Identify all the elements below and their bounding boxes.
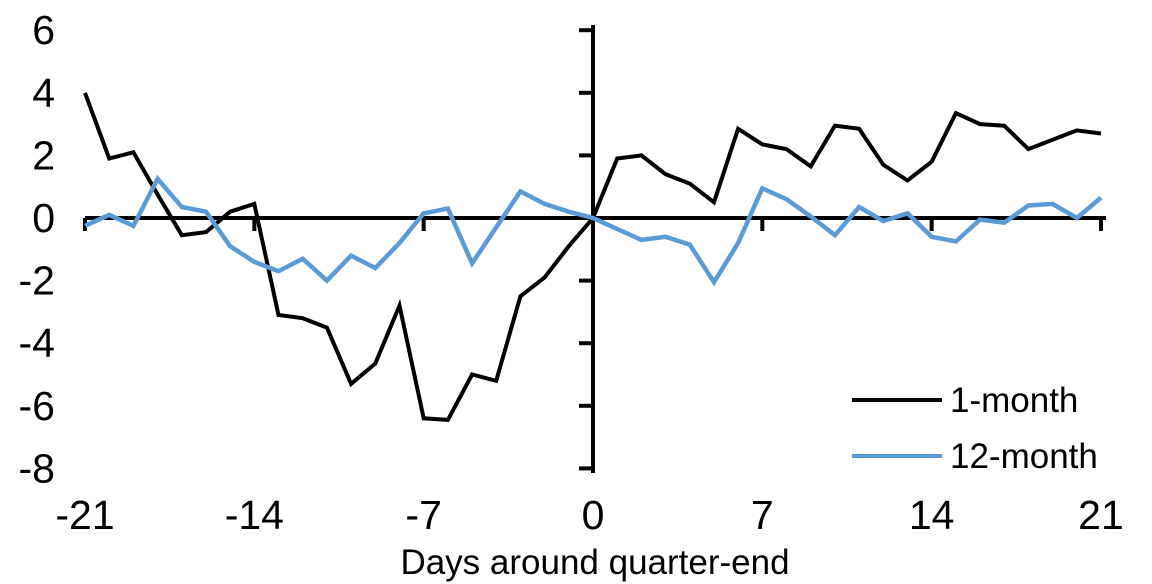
legend-label-1-month: 1-month — [950, 381, 1078, 420]
y-tick-label-6: 6 — [32, 7, 55, 53]
plot-series — [83, 92, 1103, 422]
x-tick-label--21: -21 — [55, 492, 114, 538]
y-tick-label-2: 2 — [32, 132, 55, 178]
legend: 1-month 12-month — [852, 381, 1098, 476]
x-tick-label-14: 14 — [909, 492, 955, 538]
x-axis-title: Days around quarter-end — [400, 543, 789, 582]
x-tick-label-21: 21 — [1078, 492, 1124, 538]
y-tick-label--6: -6 — [19, 383, 55, 429]
y-tick-label--8: -8 — [19, 445, 55, 491]
y-tick-label-4: 4 — [32, 70, 55, 116]
x-tick-label--14: -14 — [225, 492, 284, 538]
y-tick-label--2: -2 — [19, 258, 55, 304]
series-line-12-month — [84, 174, 1103, 287]
y-tick-label--4: -4 — [19, 320, 55, 366]
legend-label-12-month: 12-month — [950, 437, 1098, 476]
y-tick-label-0: 0 — [32, 195, 55, 241]
axis-tick-labels: -21 -14 -7 0 7 14 21 6 4 2 0 -2 -4 -6 -8 — [19, 7, 1124, 538]
x-tick-label--7: -7 — [405, 492, 441, 538]
axis-ticks — [83, 28, 1103, 471]
x-tick-label-0: 0 — [582, 492, 605, 538]
x-tick-label-7: 7 — [751, 492, 774, 538]
